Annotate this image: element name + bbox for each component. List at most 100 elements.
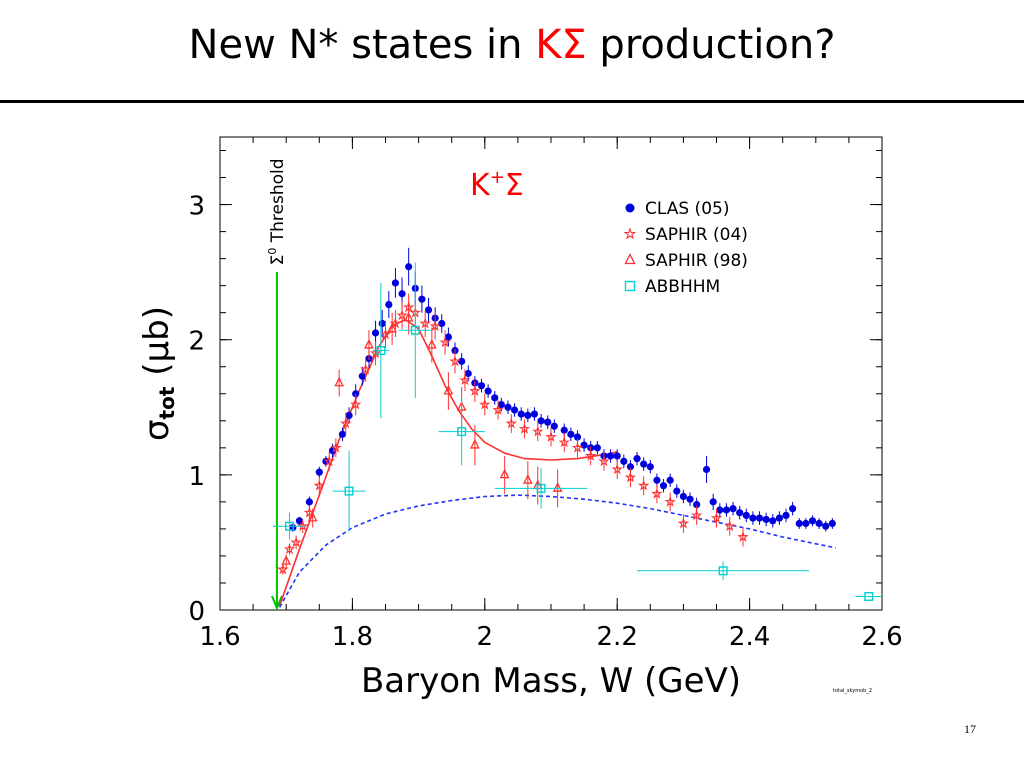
threshold-label-superscript: 0 — [266, 248, 279, 255]
clas-05-point — [709, 498, 717, 506]
clas-05-point — [537, 417, 545, 425]
clas-05-point — [424, 306, 433, 314]
abbhhm-point — [410, 325, 420, 335]
saphir-04-point — [330, 441, 342, 453]
clas-05-point — [659, 482, 668, 490]
panel-label-sigma: Σ — [505, 168, 524, 203]
saphir-98-point — [522, 474, 533, 484]
saphir-98-point — [364, 338, 374, 349]
threshold-label-symbol: Σ — [268, 255, 288, 266]
clas-05-point — [716, 506, 724, 514]
clas-05-point — [371, 329, 380, 337]
saphir-04-point — [584, 449, 597, 461]
saphir-04-point — [558, 436, 570, 448]
clas-05-point — [626, 463, 635, 471]
saphir-04-point — [545, 431, 557, 442]
x-tick-label: 2.4 — [729, 622, 770, 652]
threshold-arrowhead — [271, 595, 283, 611]
clas-05-point — [795, 519, 803, 528]
legend-label-clas-05: CLAS (05) — [645, 199, 729, 219]
clas-05-point — [338, 430, 347, 438]
legend-marker-saphir-04 — [623, 227, 637, 240]
y-axis-label-symbol: σ — [137, 419, 177, 441]
abbhhm-point — [536, 483, 546, 493]
clas-05-point — [828, 519, 836, 528]
saphir-98-point — [499, 468, 510, 479]
clas-05-point — [418, 295, 426, 303]
x-tick-label: 1.6 — [199, 622, 240, 652]
saphir-98-point — [334, 376, 345, 387]
clas-05-point — [497, 400, 505, 409]
panel-label: K+Σ — [470, 167, 524, 203]
abbhhm-point — [344, 486, 354, 496]
clas-05-point — [633, 455, 641, 463]
saphir-04-point — [518, 422, 531, 434]
clas-05-point — [722, 506, 731, 514]
clas-05-point — [693, 500, 701, 509]
clas-05-point — [305, 498, 313, 506]
y-tick-label: 3 — [188, 192, 205, 222]
clas-05-point — [620, 457, 628, 465]
legend-label-saphir-04: SAPHIR (04) — [645, 225, 748, 245]
saphir-04-point — [598, 455, 610, 467]
clas-05-point — [315, 468, 323, 476]
clas-05-point — [573, 433, 582, 441]
clas-05-point — [345, 411, 353, 419]
abbhhm-point — [864, 591, 874, 601]
clas-05-point — [742, 511, 750, 519]
abbhhm-point — [718, 566, 728, 576]
saphir-04-point — [419, 317, 431, 329]
background-curve — [278, 494, 836, 608]
clas-05-point — [504, 403, 512, 411]
clas-05-point — [484, 387, 492, 395]
saphir-04-point — [651, 487, 663, 499]
clas-05-point — [358, 372, 366, 380]
saphir-04-point — [571, 441, 584, 453]
panel-label-superscript: + — [490, 167, 505, 188]
clas-05-point — [736, 509, 744, 517]
saphir-04-point — [492, 404, 504, 415]
legend-marker-clas-05 — [625, 203, 635, 213]
saphir-04-point — [369, 347, 382, 359]
legend-label-saphir-98: SAPHIR (98) — [645, 251, 748, 271]
clas-05-point — [640, 460, 648, 468]
clas-05-point — [729, 505, 737, 513]
saphir-04-point — [637, 479, 650, 491]
panel-label-base: K — [470, 168, 491, 203]
y-tick-label: 1 — [188, 462, 205, 492]
clas-05-point — [524, 411, 532, 419]
title-divider — [0, 100, 1024, 103]
clas-05-point — [295, 517, 304, 525]
clas-05-point — [613, 452, 621, 460]
title-text-before: New N* states in — [188, 22, 536, 68]
saphir-04-point — [323, 455, 335, 467]
saphir-04-point — [340, 417, 352, 429]
clas-05-point — [530, 410, 539, 418]
threshold-label: Σ0 Threshold — [266, 158, 288, 265]
clas-05-point — [510, 406, 519, 414]
clas-05-point — [593, 444, 601, 452]
clas-05-point — [544, 418, 552, 426]
clas-05-point — [477, 382, 486, 390]
clas-05-point — [398, 290, 406, 298]
legend-marker-abbhhm — [624, 280, 636, 292]
x-tick-label: 1.8 — [332, 622, 373, 652]
clas-05-point — [822, 522, 830, 530]
clas-05-point — [606, 452, 615, 460]
saphir-98-point — [443, 384, 454, 395]
clas-05-point — [517, 410, 525, 418]
saphir-04-point — [290, 536, 302, 548]
clas-05-point — [673, 487, 681, 495]
clas-05-point — [464, 369, 472, 378]
saphir-04-point — [611, 463, 623, 475]
saphir-04-point — [677, 517, 690, 529]
saphir-98-point — [307, 511, 318, 522]
abbhhm-point — [457, 427, 467, 437]
slide-title: New N* states in KΣ production? — [0, 22, 1024, 68]
saphir-04-point — [459, 374, 471, 386]
saphir-04-point — [532, 425, 544, 437]
clas-05-point — [491, 394, 499, 402]
clas-05-point — [666, 476, 674, 484]
x-axis-label: Baryon Mass, W (GeV) — [361, 661, 741, 701]
title-accent: KΣ — [535, 22, 587, 68]
